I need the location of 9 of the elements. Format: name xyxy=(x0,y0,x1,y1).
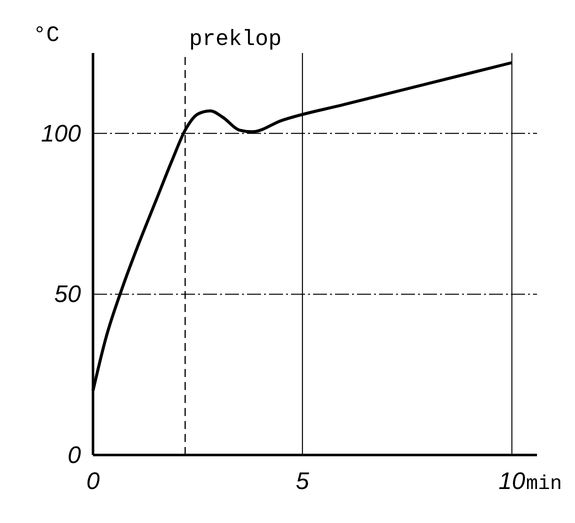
ref-line-label: preklop xyxy=(189,27,282,52)
x-tick-label: 0 xyxy=(86,468,100,495)
x-tick-label: 5 xyxy=(296,468,310,495)
y-tick-label: 100 xyxy=(40,120,82,148)
x-axis-title: min xyxy=(526,473,562,496)
y-tick-label: 50 xyxy=(54,281,82,308)
y-axis-title: °C xyxy=(33,23,60,48)
x-tick-label: 10 xyxy=(498,468,526,495)
y-tick-label: 0 xyxy=(68,442,82,469)
